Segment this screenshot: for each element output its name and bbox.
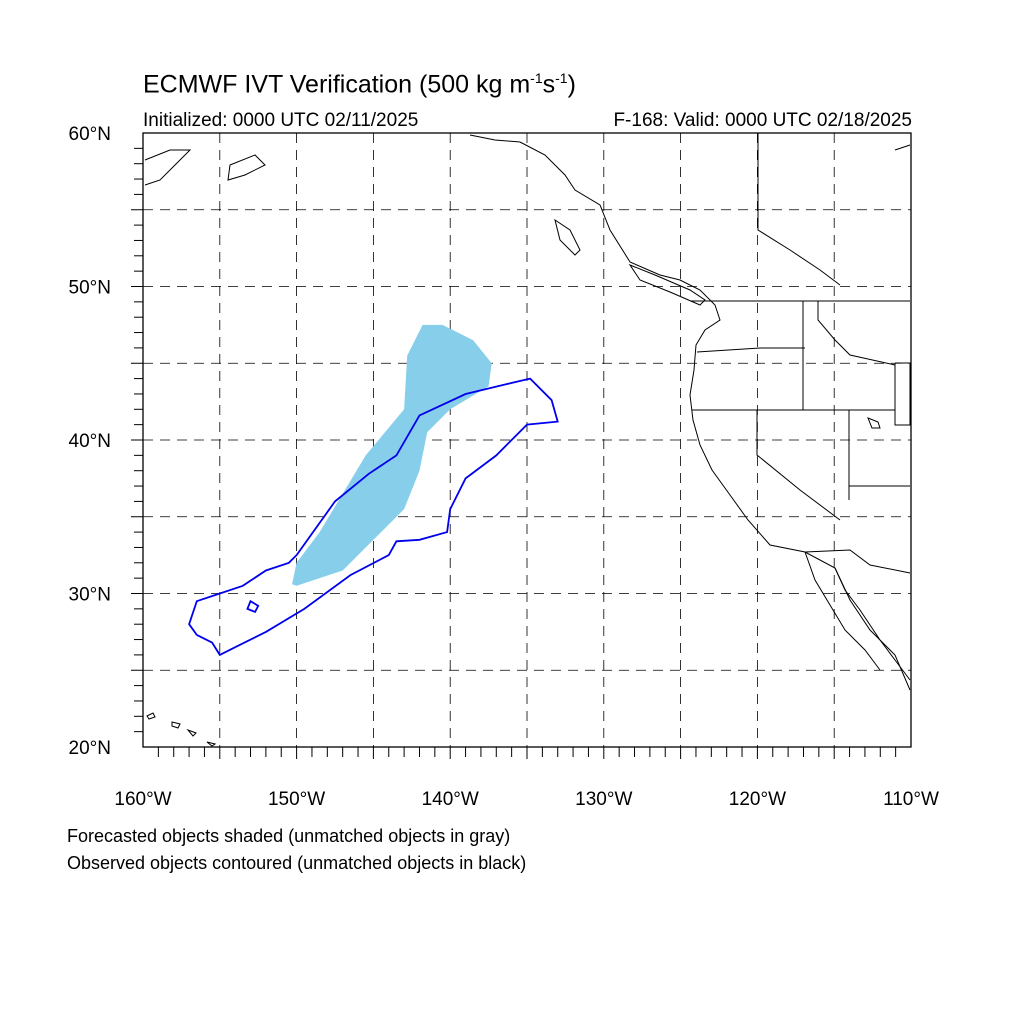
border-alaska-canada — [757, 133, 841, 286]
coastline-baja — [804, 551, 881, 671]
lake-salton — [867, 417, 881, 429]
coastline-alaska-2 — [227, 154, 266, 181]
map-title: ECMWF IVT Verification (500 kg m-1s-1) — [143, 70, 576, 99]
lon-label: 130°W — [575, 789, 632, 810]
border-mexico — [804, 549, 911, 574]
lon-label: 110°W — [883, 789, 939, 810]
forecast-object — [292, 324, 492, 586]
lat-label: 20°N — [69, 738, 111, 759]
border-california-nevada — [756, 410, 841, 521]
coastline-vancouver — [628, 263, 706, 306]
border-wyoming — [894, 362, 911, 426]
lat-label: 40°N — [69, 431, 111, 452]
initialized-label: Initialized: 0000 UTC 02/11/2025 — [143, 110, 419, 131]
island-hawaii-3 — [186, 728, 197, 737]
coastline-bc-islands — [554, 218, 581, 256]
coastline — [144, 133, 911, 747]
footnote-observed: Observed objects contoured (unmatched ob… — [67, 853, 527, 873]
lon-label: 160°W — [114, 789, 171, 810]
lon-label: 140°W — [422, 789, 479, 810]
coastline-alaska — [144, 149, 192, 186]
coastline-hudson-area — [894, 144, 911, 151]
border-washington-oregon — [696, 347, 805, 353]
axis-labels: 20°N 30°N 40°N 50°N 60°N 160°W 150°W 140°W 130°W… — [69, 124, 939, 810]
axis-ticks — [131, 147, 897, 759]
island-hawaii-4 — [206, 741, 217, 747]
coastline-north-america — [519, 141, 911, 681]
border-idaho-montana — [817, 301, 896, 366]
island-hawaii-1 — [146, 712, 156, 720]
lon-label: 150°W — [268, 789, 325, 810]
lat-label: 60°N — [69, 124, 111, 145]
coastline-gulf — [834, 567, 911, 691]
observed-object-island — [246, 599, 260, 614]
valid-time-label: F-168: Valid: 0000 UTC 02/18/2025 — [613, 110, 912, 131]
coastline-yukon — [469, 134, 521, 143]
lat-label: 50°N — [69, 278, 111, 299]
island-hawaii-2 — [171, 721, 181, 729]
observed-object — [188, 377, 559, 657]
ivt-objects — [188, 324, 559, 657]
grid-lines — [143, 133, 911, 747]
footnote-forecast: Forecasted objects shaded (unmatched obj… — [67, 826, 511, 846]
lon-label: 120°W — [729, 789, 786, 810]
lat-label: 30°N — [69, 585, 111, 606]
